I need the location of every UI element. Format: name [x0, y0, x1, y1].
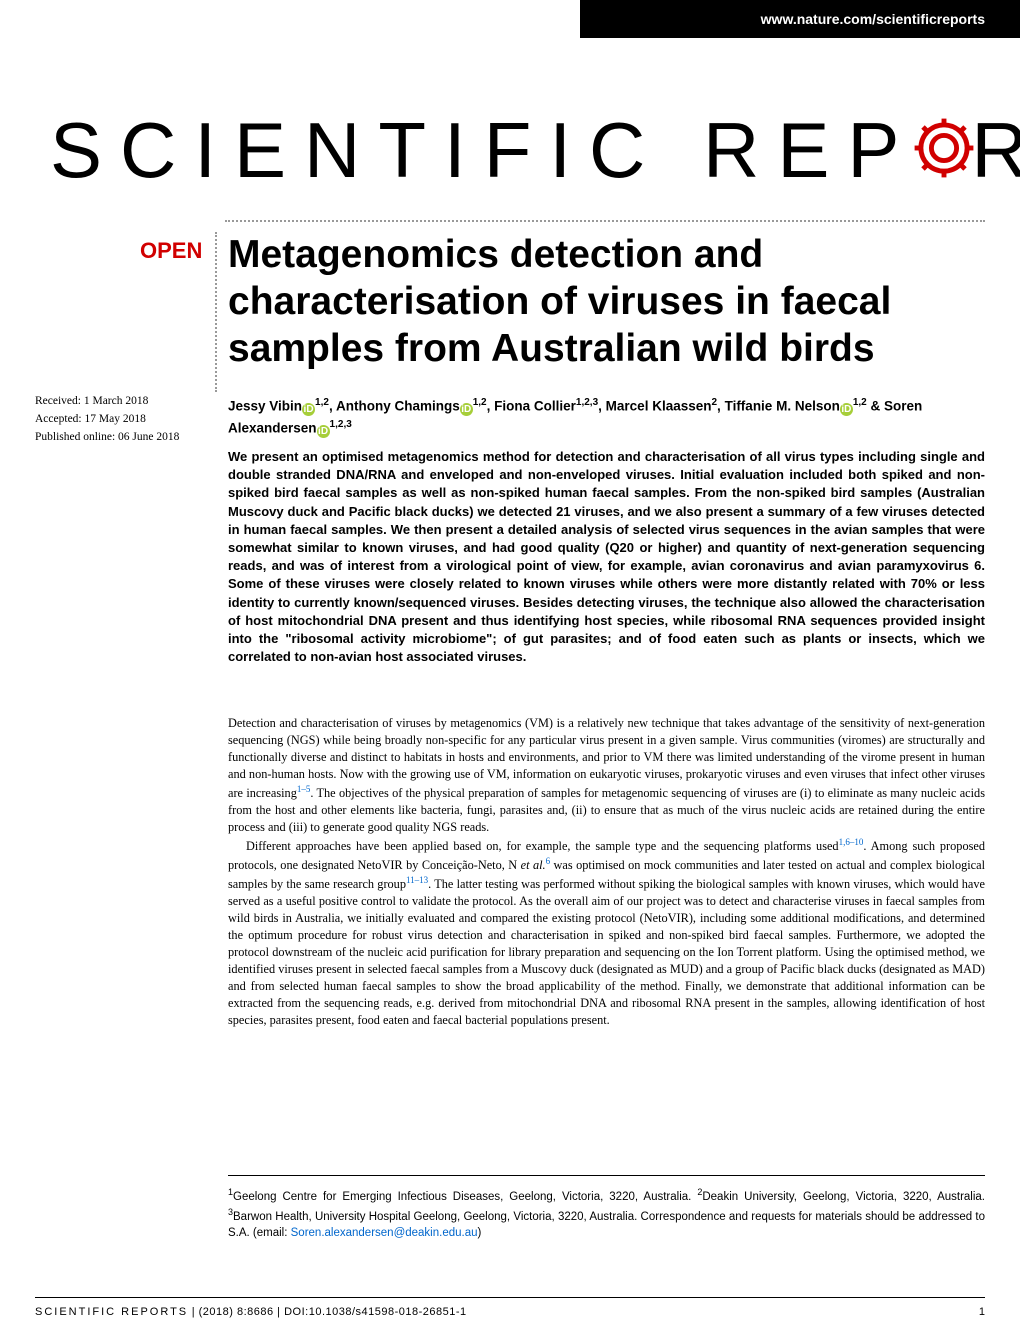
- footer-journal-name: SCIENTIFIC REPORTS: [35, 1306, 188, 1318]
- author-name[interactable]: Tiffanie M. Nelson: [725, 399, 840, 414]
- affiliations: 1Geelong Centre for Emerging Infectious …: [228, 1175, 985, 1242]
- author-name[interactable]: Marcel Klaassen: [606, 399, 712, 414]
- orcid-icon[interactable]: iD: [840, 403, 853, 416]
- dotted-separator-horizontal: [225, 220, 985, 222]
- author-list: Jessy VibiniD1,2, Anthony ChamingsiD1,2,…: [228, 395, 985, 440]
- citation-ref[interactable]: 1,6–10: [839, 837, 864, 847]
- dotted-separator-vertical: [215, 232, 217, 392]
- abstract: We present an optimised metagenomics met…: [228, 448, 985, 666]
- article-dates: Received: 1 March 2018 Accepted: 17 May …: [35, 393, 210, 446]
- journal-name-part2: REP: [703, 106, 917, 194]
- body-paragraph: Different approaches have been applied b…: [228, 836, 985, 1029]
- journal-name-part1: SCIENTIFIC: [50, 106, 663, 194]
- open-access-badge: OPEN: [140, 238, 202, 264]
- gear-icon: [909, 111, 979, 202]
- author-name[interactable]: Jessy Vibin: [228, 399, 302, 414]
- abstract-text: We present an optimised metagenomics met…: [228, 449, 985, 664]
- header-url-bar: www.nature.com/scientificreports: [580, 0, 1020, 38]
- author-affiliation: 1,2: [853, 397, 867, 408]
- footer-citation: SCIENTIFIC REPORTS | (2018) 8:8686 | DOI…: [35, 1306, 467, 1318]
- author-name[interactable]: Fiona Collier: [494, 399, 576, 414]
- orcid-icon[interactable]: iD: [460, 403, 473, 416]
- published-date: Published online: 06 June 2018: [35, 429, 210, 447]
- orcid-icon[interactable]: iD: [302, 403, 315, 416]
- accepted-date: Accepted: 17 May 2018: [35, 411, 210, 429]
- citation-ref[interactable]: 1–5: [297, 784, 311, 794]
- author-affiliation: 2: [711, 397, 717, 408]
- orcid-icon[interactable]: iD: [317, 425, 330, 438]
- article-title: Metagenomics detection and characterisat…: [228, 232, 985, 372]
- page-footer: SCIENTIFIC REPORTS | (2018) 8:8686 | DOI…: [35, 1297, 985, 1318]
- author-affiliation: 1,2,3: [330, 419, 352, 430]
- page-number: 1: [979, 1306, 985, 1318]
- author-affiliation: 1,2,3: [576, 397, 598, 408]
- body-text: Detection and characterisation of viruse…: [228, 715, 985, 1029]
- journal-name-part3: RTS: [971, 106, 1020, 194]
- citation-ref[interactable]: 11–13: [406, 875, 428, 885]
- correspondence-email[interactable]: Soren.alexandersen@deakin.edu.au: [291, 1227, 478, 1239]
- author-name[interactable]: Anthony Chamings: [336, 399, 460, 414]
- received-date: Received: 1 March 2018: [35, 393, 210, 411]
- author-affiliation: 1,2: [473, 397, 487, 408]
- journal-logo: SCIENTIFIC REPRTS: [50, 105, 970, 202]
- body-paragraph: Detection and characterisation of viruse…: [228, 715, 985, 836]
- author-affiliation: 1,2: [315, 397, 329, 408]
- header-url[interactable]: www.nature.com/scientificreports: [761, 11, 985, 27]
